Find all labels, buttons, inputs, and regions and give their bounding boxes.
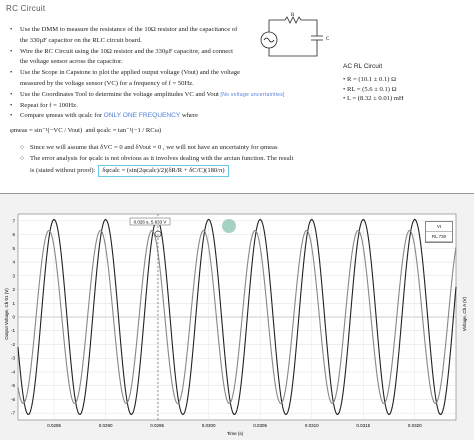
x-tick-label: 0.0310 xyxy=(305,423,319,428)
x-tick-label: 0.0315 xyxy=(356,423,370,428)
y-tick-labels: 7 6 5 4 3 2 1 0 -1 -2 -3 -4 -5 -6 -7 xyxy=(11,218,16,415)
y-tick-label: 4 xyxy=(12,260,15,265)
list-item: the 330μF capacitor on the RLC circuit b… xyxy=(20,36,142,44)
y-tick-label: 5 xyxy=(12,246,15,251)
x-tick-label: 0.0305 xyxy=(253,423,267,428)
scope-plot[interactable]: 7 6 5 4 3 2 1 0 -1 -2 -3 -4 -5 -6 -7 0.0285 0.0290 0.029… xyxy=(0,194,474,440)
list-item: is (stated without proof): δφcalc = (sin(… xyxy=(10,164,340,178)
x-tick-label: 0.0285 xyxy=(47,423,61,428)
control-item[interactable]: Vt xyxy=(426,222,452,232)
list-item: • RL = (5.6 ± 0.1) Ω xyxy=(343,85,397,93)
capacitor-label: C xyxy=(326,37,330,42)
y-tick-label: -2 xyxy=(11,342,15,347)
coordinates-readout: 0.026 s, 5.833 V xyxy=(134,220,167,225)
y-tick-label: 7 xyxy=(12,218,15,223)
coordinates-tool[interactable]: 0.026 s, 5.833 V xyxy=(129,214,171,420)
y-tick-label: -7 xyxy=(11,411,15,416)
plot-grid xyxy=(17,213,457,421)
x-tick-label: 0.0320 xyxy=(408,423,422,428)
control-item[interactable]: RL 730 xyxy=(426,232,452,242)
list-item: • Use the Scope in Capstone to plot the a… xyxy=(10,69,240,77)
traces xyxy=(17,218,457,416)
y-tick-label: 1 xyxy=(12,301,15,306)
document-panel: RC Circuit • Use the DMM to measure the r… xyxy=(0,0,474,190)
list-item: • L = (8.32 ± 0.01) mH xyxy=(343,95,404,103)
trace-2 xyxy=(17,229,457,405)
instructions-list: • Use the DMM to measure the resistance o… xyxy=(10,25,340,178)
y-tick-label: 0 xyxy=(12,315,15,320)
list-item: the voltage sensor across the capacitor. xyxy=(20,58,123,66)
list-item: ○ Since we will assume that δVC = 0 and δ… xyxy=(20,143,278,151)
list-item: • Wire the RC Circuit using the 10Ω resis… xyxy=(10,47,233,55)
y-tick-label: -6 xyxy=(11,397,15,402)
y-tick-label: -4 xyxy=(11,369,15,374)
ac-rl-title: AC RL Circuit xyxy=(343,63,383,70)
list-item: • Compare φmeas with φcalc for ONLY ONE F… xyxy=(10,112,199,120)
list-item: • Use the DMM to measure the resistance o… xyxy=(10,26,238,33)
ac-rl-summary: AC RL Circuit • R = (10.1 ± 0.1) Ω • RL … xyxy=(343,62,471,104)
trace-1 xyxy=(17,218,457,416)
y-tick-label: -5 xyxy=(11,383,15,388)
list-item: ○ The error analysis for φcalc is not obv… xyxy=(20,154,294,162)
section-title: RC Circuit xyxy=(6,4,46,13)
formula-line: φmeas = sin⁻¹(−VC / Vout) and φcalc = ta… xyxy=(10,127,162,135)
cursor-highlight xyxy=(222,219,236,233)
list-item: measured by the voltage sensor (VC) for … xyxy=(20,79,194,87)
x-tick-label: 0.0295 xyxy=(150,423,164,428)
x-axis-label: Time (s) xyxy=(227,431,244,436)
resistor-label: R xyxy=(291,13,295,18)
x-tick-labels: 0.0285 0.0290 0.0295 0.0300 0.0305 0.0310 0.03… xyxy=(47,423,422,428)
x-tick-label: 0.0290 xyxy=(99,423,113,428)
list-item: • R = (10.1 ± 0.1) Ω xyxy=(343,76,397,84)
y-tick-label: 3 xyxy=(12,273,15,278)
y-tick-label: 6 xyxy=(12,232,15,237)
x-tick-label: 0.0300 xyxy=(202,423,216,428)
y-tick-label: -3 xyxy=(11,356,15,361)
error-formula-box: δφcalc = (sin(2φcalc)/2)(δR/R + δC/C)(18… xyxy=(98,164,229,178)
y-tick-label: -1 xyxy=(11,328,15,333)
rc-circuit-diagram: R C xyxy=(260,13,330,57)
y-axis-label-right: Voltage, Ch A (V) xyxy=(462,296,467,331)
list-item: • Use the Coordinates Tool to determine t… xyxy=(10,90,285,98)
y-tick-label: 2 xyxy=(12,287,15,292)
list-item: • Repeat for f = 100Hz. xyxy=(10,101,78,109)
capstone-scope-screenshot: 7 6 5 4 3 2 1 0 -1 -2 -3 -4 -5 -6 -7 0.0285 0.0290 0.029… xyxy=(0,193,474,440)
scope-controls[interactable]: Vt RL 730 xyxy=(425,221,453,243)
y-axis-label-left: Output Voltage, Ch 01 (V) xyxy=(4,288,9,340)
